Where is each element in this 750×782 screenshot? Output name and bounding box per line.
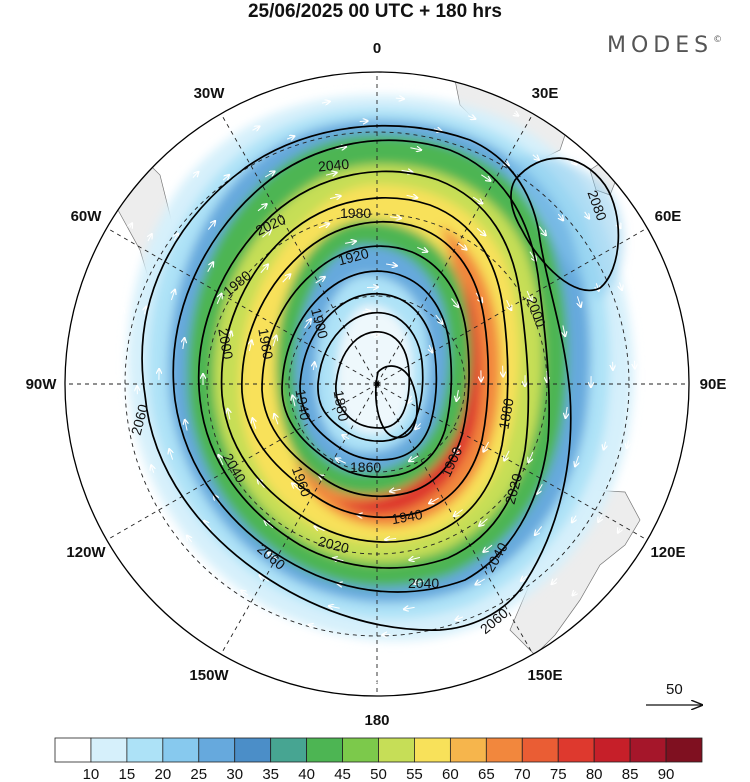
- colorbar-swatch: [486, 738, 522, 762]
- wind-arrow: [382, 635, 390, 636]
- colorbar-swatch: [558, 738, 594, 762]
- colorbar-label: 25: [190, 766, 207, 782]
- colorbar-label: 70: [514, 766, 531, 782]
- colorbar-swatch: [630, 738, 666, 762]
- lon-label-0: 0: [373, 40, 381, 57]
- colorbar-swatch: [235, 738, 271, 762]
- contour-label-1980: 1980: [340, 205, 371, 221]
- lon-label-30e: 30E: [532, 85, 559, 102]
- colorbar-swatch: [414, 738, 450, 762]
- colorbar-swatch: [343, 738, 379, 762]
- colorbar-label: 55: [406, 766, 423, 782]
- reference-vector-label: 50: [666, 681, 683, 698]
- colorbar-swatch: [199, 738, 235, 762]
- colorbar-swatch: [163, 738, 199, 762]
- lon-label-120w: 120W: [66, 544, 106, 561]
- colorbar-swatch: [666, 738, 702, 762]
- colorbar-swatch: [271, 738, 307, 762]
- lon-label-120e: 120E: [650, 544, 685, 561]
- colorbar-swatch: [379, 738, 415, 762]
- colorbar-swatch: [307, 738, 343, 762]
- colorbar-swatch: [522, 738, 558, 762]
- pole-marker: [375, 382, 380, 387]
- contour-label-1860: 1860: [350, 459, 381, 475]
- colorbar-label: 50: [370, 766, 387, 782]
- colorbar-label: 15: [119, 766, 136, 782]
- lon-label-90w: 90W: [26, 376, 58, 393]
- colorbar-label: 65: [478, 766, 495, 782]
- lon-label-60e: 60E: [655, 208, 682, 225]
- colorbar: 10 15 20 25 30 35 40 45 50 55 60 65 70 75 80 85 90: [55, 738, 702, 782]
- lon-label-180: 180: [364, 712, 389, 729]
- colorbar-label: 30: [226, 766, 243, 782]
- reference-vector: 50: [646, 681, 702, 705]
- lon-label-90e: 90E: [700, 376, 727, 393]
- colorbar-swatch: [91, 738, 127, 762]
- lon-label-30w: 30W: [194, 85, 226, 102]
- colorbar-label: 45: [334, 766, 351, 782]
- colorbar-label: 40: [298, 766, 315, 782]
- colorbar-label: 80: [586, 766, 603, 782]
- wind-arrow: [503, 366, 504, 377]
- colorbar-label: 85: [622, 766, 639, 782]
- colorbar-label: 10: [83, 766, 100, 782]
- colorbar-swatch: [594, 738, 630, 762]
- colorbar-swatch: [55, 738, 91, 762]
- lon-label-150w: 150W: [189, 667, 229, 684]
- lon-label-60w: 60W: [71, 208, 103, 225]
- colorbar-label: 90: [658, 766, 675, 782]
- colorbar-swatch: [450, 738, 486, 762]
- colorbar-swatch: [127, 738, 163, 762]
- wind-arrow: [360, 121, 368, 122]
- colorbar-label: 20: [154, 766, 171, 782]
- lon-label-150e: 150E: [527, 667, 562, 684]
- contour-label-2040c: 2040: [408, 575, 439, 591]
- contour-label-2040: 2040: [317, 156, 350, 175]
- colorbar-label: 75: [550, 766, 567, 782]
- colorbar-label: 35: [262, 766, 279, 782]
- colorbar-label: 60: [442, 766, 459, 782]
